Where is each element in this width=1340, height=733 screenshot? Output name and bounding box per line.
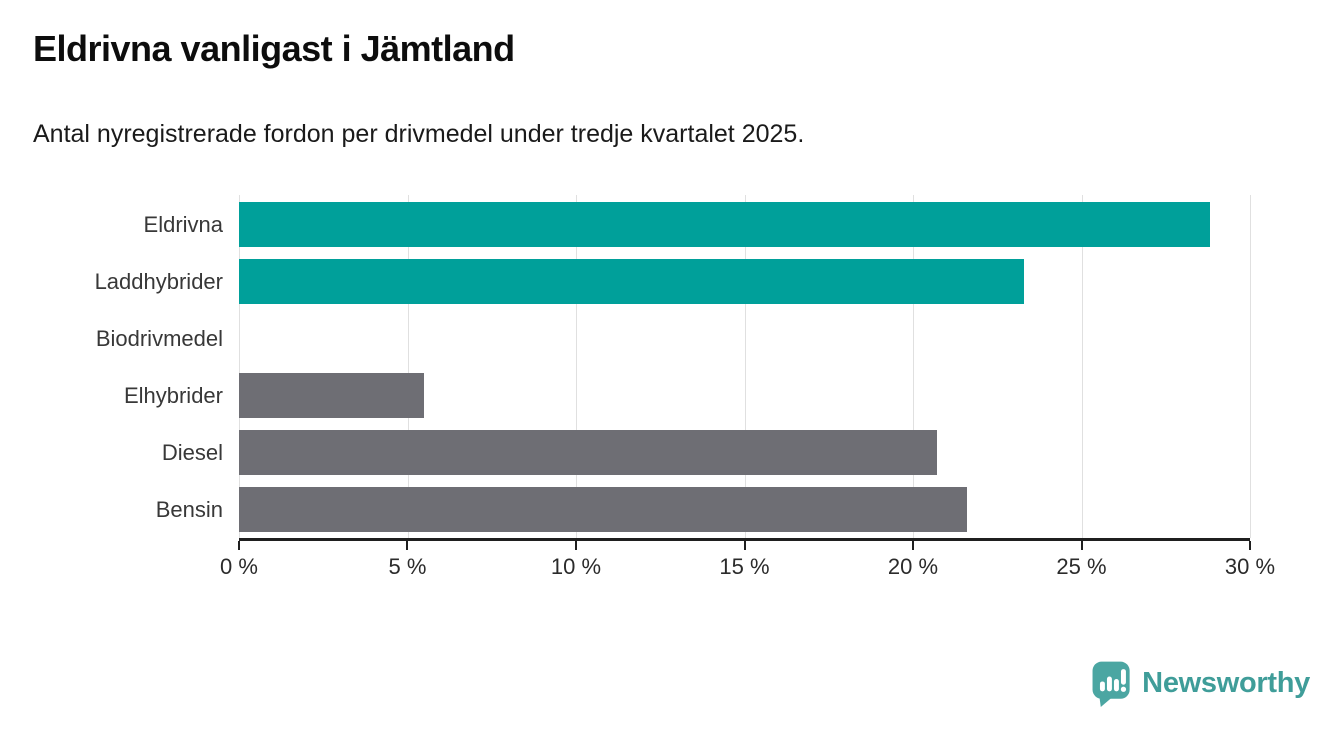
x-tick-mark	[1249, 541, 1251, 550]
bar-diesel	[239, 430, 937, 475]
chart-title: Eldrivna vanligast i Jämtland	[33, 28, 515, 69]
x-tick-label: 15 %	[719, 554, 770, 579]
x-tick-mark	[238, 541, 240, 550]
plot-area: 0 % 5 % 10 % 15 % 20 % 25 % 30 %	[220, 195, 1275, 579]
newsworthy-logo: Newsworthy	[1090, 660, 1310, 707]
gridline-5	[407, 195, 409, 538]
gridline-20	[913, 195, 914, 538]
x-tick-mark	[743, 541, 746, 550]
y-axis-labels: Eldrivna Laddhybrider Biodrivmedel Elhybrid…	[0, 195, 223, 538]
x-tick-label: 5 %	[388, 554, 427, 579]
x-tick-mark	[911, 541, 914, 550]
x-tick-mark	[1080, 541, 1083, 550]
category-label: Bensin	[155, 497, 223, 522]
x-tick-label: 25 %	[1056, 554, 1107, 579]
category-label: Biodrivmedel	[95, 326, 223, 351]
gridline-15	[744, 195, 746, 538]
chart-subtitle: Antal nyregistrerade fordon per drivmede…	[33, 120, 805, 148]
newsworthy-pin-barchart-icon	[1092, 661, 1130, 707]
category-label: Eldrivna	[143, 212, 223, 237]
x-tick-label: 10 %	[550, 554, 602, 579]
bar-bensin	[239, 487, 967, 532]
x-tick-mark	[406, 541, 409, 550]
x-tick-label: 0 %	[220, 554, 258, 579]
gridline-0	[239, 195, 240, 538]
x-tick-label: 30 %	[1224, 554, 1276, 579]
x-tick-label: 20 %	[887, 554, 939, 579]
gridline-10	[576, 195, 577, 538]
category-label: Elhybrider	[123, 383, 223, 408]
newsworthy-wordmark: Newsworthy	[1142, 667, 1310, 699]
bar-eldrivna	[239, 202, 1210, 247]
bar-laddhybrider	[239, 259, 1025, 304]
category-label: Laddhybrider	[94, 269, 223, 294]
x-tick-mark	[574, 541, 577, 550]
gridline-30	[1250, 195, 1251, 538]
category-label: Diesel	[161, 440, 223, 465]
gridline-25	[1081, 195, 1083, 538]
bar-elhybrider	[239, 373, 425, 418]
